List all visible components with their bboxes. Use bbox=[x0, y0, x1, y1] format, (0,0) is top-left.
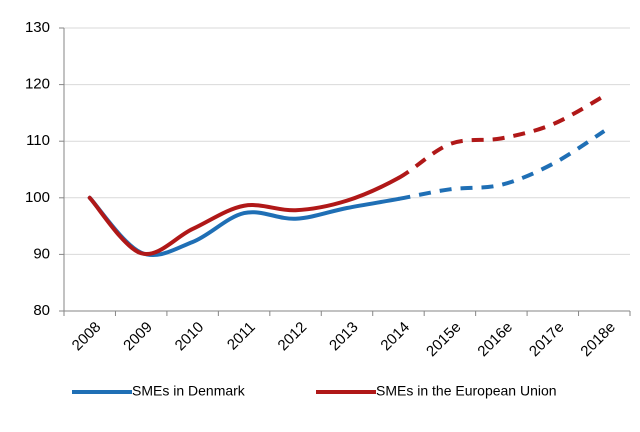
y-tick-label: 100 bbox=[25, 189, 50, 206]
x-tick-label: 2008 bbox=[69, 319, 105, 355]
legend-label: SMEs in Denmark bbox=[132, 383, 246, 399]
y-tick-label: 120 bbox=[25, 76, 50, 93]
x-tick-label: 2014 bbox=[377, 319, 413, 355]
line-estimate bbox=[397, 94, 606, 180]
legend: SMEs in Denmark SMEs in the European Unio… bbox=[72, 383, 557, 399]
x-tick-label: 2017e bbox=[526, 319, 568, 361]
x-tick-label: 2011 bbox=[224, 319, 259, 354]
y-tick-label: 130 bbox=[25, 19, 50, 36]
x-tick-label: 2012 bbox=[275, 319, 311, 355]
x-tick-label: 2010 bbox=[172, 319, 208, 355]
x-tick-label: 2015e bbox=[423, 319, 465, 361]
x-tick-label: 2018e bbox=[577, 319, 619, 361]
line bbox=[87, 175, 401, 257]
line-estimate bbox=[398, 129, 606, 201]
y-tick-label: 110 bbox=[26, 132, 50, 149]
x-tick-label: 2013 bbox=[326, 319, 362, 355]
y-tick-label: 90 bbox=[33, 245, 50, 262]
x-tick-label: 2016e bbox=[474, 319, 516, 361]
x-tick-label: 2009 bbox=[120, 319, 156, 355]
y-tick-label: 80 bbox=[33, 302, 50, 319]
legend-label: SMEs in the European Union bbox=[376, 383, 557, 399]
